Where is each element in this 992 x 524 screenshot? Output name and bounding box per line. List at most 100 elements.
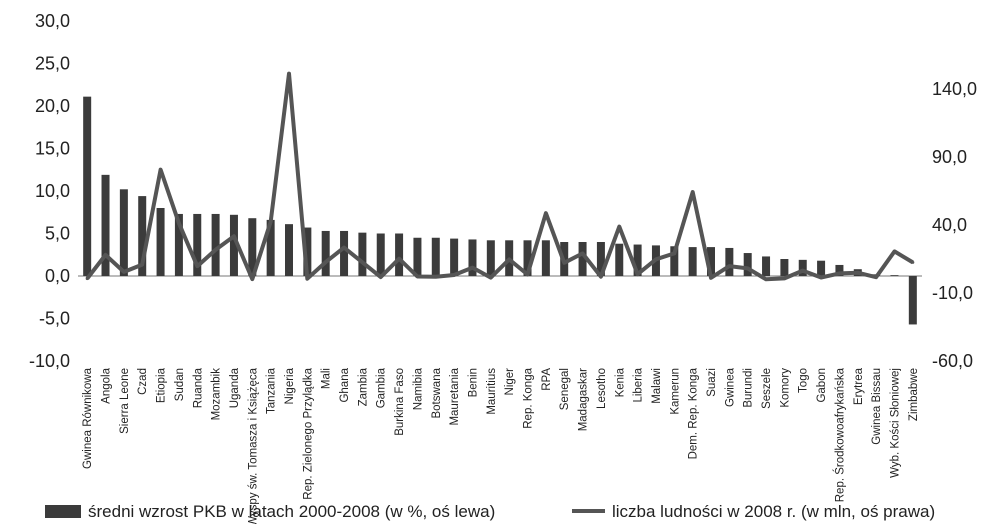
line-point bbox=[764, 277, 768, 281]
category-label: Seszele bbox=[761, 368, 773, 409]
category-label: Ruanda bbox=[192, 367, 204, 408]
line-point bbox=[104, 253, 108, 257]
category-label: Nigeria bbox=[284, 367, 296, 404]
line-point bbox=[856, 271, 860, 275]
bar bbox=[670, 246, 679, 276]
line-point bbox=[324, 260, 328, 264]
left-tick-label: 15,0 bbox=[35, 139, 70, 159]
bar bbox=[743, 253, 752, 276]
line-point bbox=[819, 275, 823, 279]
category-label: Gwinea bbox=[724, 367, 736, 407]
bar-series bbox=[83, 96, 917, 325]
line-point bbox=[709, 276, 713, 280]
category-label: Rep. Zielonego Przylądka bbox=[302, 367, 314, 499]
line-point bbox=[636, 272, 640, 276]
category-label: Gambia bbox=[376, 367, 388, 408]
category-label: Tanzania bbox=[266, 367, 278, 414]
bar bbox=[303, 227, 312, 276]
bar bbox=[138, 196, 147, 276]
bar bbox=[468, 239, 477, 276]
legend: średni wzrost PKB w latach 2000-2008 (w … bbox=[45, 502, 935, 521]
line-point bbox=[85, 277, 89, 281]
line-point bbox=[599, 275, 603, 279]
line-point bbox=[232, 234, 236, 238]
category-label: Mali bbox=[321, 368, 333, 389]
line-point bbox=[214, 248, 218, 252]
category-label: Benin bbox=[467, 368, 479, 397]
bar bbox=[890, 275, 899, 276]
bar bbox=[835, 264, 844, 276]
category-label: Sudan bbox=[174, 368, 186, 401]
bar bbox=[798, 259, 807, 276]
line-point bbox=[489, 276, 493, 280]
bar bbox=[119, 189, 128, 276]
category-label: Sierra Leone bbox=[119, 368, 131, 434]
bar bbox=[321, 230, 330, 276]
right-tick-label: 140,0 bbox=[932, 79, 977, 99]
category-label: Burkina Faso bbox=[394, 368, 406, 436]
line-point bbox=[691, 190, 695, 194]
category-label: Botswana bbox=[431, 367, 443, 418]
legend-bar-swatch bbox=[45, 505, 81, 518]
line-point bbox=[617, 225, 621, 229]
category-label: Zimbabwe bbox=[908, 368, 920, 421]
bar bbox=[413, 237, 422, 276]
category-labels: Gwinea Równikowa Angola Sierra Leone Czad Et… bbox=[82, 367, 920, 524]
category-label: Senegal bbox=[559, 368, 571, 410]
bar bbox=[174, 213, 183, 276]
line-point bbox=[360, 260, 364, 264]
category-label: Etiopia bbox=[156, 367, 168, 403]
line-point bbox=[122, 270, 126, 274]
category-label: Erytrea bbox=[853, 367, 865, 405]
bar bbox=[266, 219, 275, 276]
line-point bbox=[654, 257, 658, 261]
bar bbox=[817, 260, 826, 276]
bar bbox=[486, 240, 495, 276]
bar bbox=[450, 238, 459, 276]
category-label: Kenia bbox=[614, 367, 626, 397]
right-tick-label: -10,0 bbox=[932, 283, 973, 303]
category-label: Namibia bbox=[412, 367, 424, 410]
category-label: Mauritius bbox=[486, 368, 498, 415]
category-label: Suazi bbox=[706, 368, 718, 397]
category-label: Wyb. Kości Słoniowej bbox=[889, 368, 901, 478]
category-label: Gabon bbox=[816, 368, 828, 403]
bar bbox=[285, 224, 293, 276]
left-tick-label: 30,0 bbox=[35, 11, 70, 31]
legend-bar-label: średni wzrost PKB w latach 2000-2008 (w … bbox=[88, 502, 495, 521]
bar bbox=[340, 230, 349, 276]
category-label: Mauretania bbox=[449, 367, 461, 425]
category-label: Lesotho bbox=[596, 368, 608, 409]
category-label: Gwinea Bissau bbox=[871, 368, 883, 445]
line-point bbox=[342, 246, 346, 250]
left-tick-label: 0,0 bbox=[45, 266, 70, 286]
bar bbox=[83, 96, 92, 277]
line-point bbox=[250, 277, 254, 281]
right-tick-label: 40,0 bbox=[932, 215, 967, 235]
line-point bbox=[562, 261, 566, 265]
category-label: Niger bbox=[504, 368, 516, 396]
category-label: Rep. Środkowoafrykańska bbox=[833, 367, 846, 502]
category-label: Rep. Konga bbox=[523, 367, 535, 428]
bar bbox=[101, 174, 110, 276]
line-point bbox=[526, 273, 530, 277]
bar bbox=[596, 242, 605, 276]
category-label: Zambia bbox=[357, 367, 369, 406]
bar bbox=[395, 233, 404, 276]
category-label: Madagaskar bbox=[578, 368, 590, 431]
bar bbox=[908, 276, 917, 325]
category-label: Burundi bbox=[743, 368, 755, 408]
category-label: Gwinea Równikowa bbox=[82, 367, 94, 469]
line-point bbox=[159, 168, 163, 172]
line-point bbox=[746, 266, 750, 270]
category-label: Malawi bbox=[651, 368, 663, 404]
category-label: Czad bbox=[137, 368, 149, 395]
line-point bbox=[379, 275, 383, 279]
bar bbox=[541, 240, 550, 276]
line-point bbox=[837, 271, 841, 275]
line-point bbox=[452, 273, 456, 277]
category-label: Dem. Rep. Konga bbox=[688, 367, 700, 459]
bar bbox=[358, 232, 367, 276]
bar bbox=[376, 233, 385, 276]
